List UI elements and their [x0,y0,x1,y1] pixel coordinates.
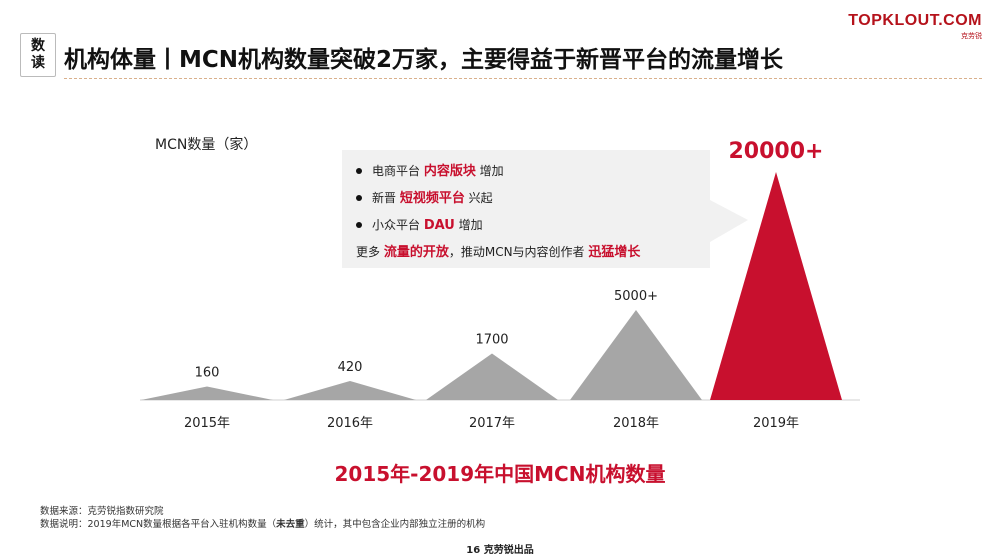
page-number: 16 克劳锐出品 [466,545,534,556]
bullet-dot-icon [356,194,362,201]
callout-text: 兴起 [464,191,493,205]
data-label-5: 20000+ [729,139,824,164]
y-axis-label: MCN数量（家） [155,136,257,153]
callout-text: 更多 [356,245,384,259]
header-divider [64,78,982,79]
page-title: 机构体量丨MCN机构数量突破2万家，主要得益于新晋平台的流量增长 [64,47,784,73]
callout-text: 小众平台 [372,218,424,232]
logo-text: TOPKLOUT.COM [848,12,982,29]
insight-callout: 电商平台 内容版块 增加 新晋 短视频平台 兴起 小众平台 DAU 增加 更多 流量的… [342,150,710,268]
category-label-4: 2018年 [613,416,659,431]
logo-subtext: 克劳锐 [961,32,982,40]
data-note: 数据说明：2019年MCN数量根据各平台入驻机构数量（未去重）统计，其中包含企业… [40,518,485,531]
data-source: 数据来源：克劳锐指数研究院 [40,505,485,518]
callout-highlight: 内容版块 [423,164,476,179]
callout-highlight: DAU [423,218,455,233]
bar-triangle-5 [710,172,842,400]
callout-pointer [710,200,748,242]
footnote: 数据来源：克劳锐指数研究院 数据说明：2019年MCN数量根据各平台入驻机构数量… [40,505,485,531]
bar-triangle-4 [570,310,702,400]
note-label: 数据说明： [40,519,88,530]
note-text-post: ）统计，其中包含企业内部独立注册的机构 [304,519,486,530]
callout-item: 小众平台 DAU 增加 [356,212,710,239]
callout-item: 更多 流量的开放，推动MCN与内容创作者 迅猛增长 [356,239,710,266]
callout-highlight: 流量的开放 [383,245,449,260]
bar-triangle-2 [284,380,416,400]
callout-text: 新晋 [372,191,400,205]
data-label-3: 1700 [475,332,508,347]
chart-title: 2015年-2019年中国MCN机构数量 [334,462,666,486]
callout-text: 增加 [454,218,483,232]
category-label-5: 2019年 [753,416,799,431]
bullet-dot-icon [356,221,362,228]
callout-text: ，推动MCN与内容创作者 [448,245,589,259]
callout-item: 电商平台 内容版块 增加 [356,158,710,185]
note-text-bold: 未去重 [276,519,305,530]
bar-triangle-1 [141,386,273,400]
badge-char-2: 读 [31,55,45,71]
callout-highlight: 短视频平台 [399,191,465,206]
category-label-2: 2016年 [327,416,373,431]
source-label: 数据来源： [40,506,88,517]
source-text: 克劳锐指数研究院 [87,506,164,517]
note-text-pre: 2019年MCN数量根据各平台入驻机构数量（ [87,519,277,530]
callout-text: 电商平台 [372,164,424,178]
data-label-2: 420 [338,360,363,375]
callout-text: 增加 [475,164,504,178]
bar-triangle-3 [426,353,558,400]
data-label-4: 5000+ [614,289,658,304]
category-label-3: 2017年 [469,416,515,431]
bullet-dot-icon [356,167,362,174]
section-badge: 数 读 [20,33,56,77]
callout-item: 新晋 短视频平台 兴起 [356,185,710,212]
brand-logo: TOPKLOUT.COM 克劳锐 [848,12,982,41]
badge-char-1: 数 [31,38,45,54]
data-label-1: 160 [195,366,220,381]
callout-highlight: 迅猛增长 [588,245,641,260]
category-label-1: 2015年 [184,416,230,431]
